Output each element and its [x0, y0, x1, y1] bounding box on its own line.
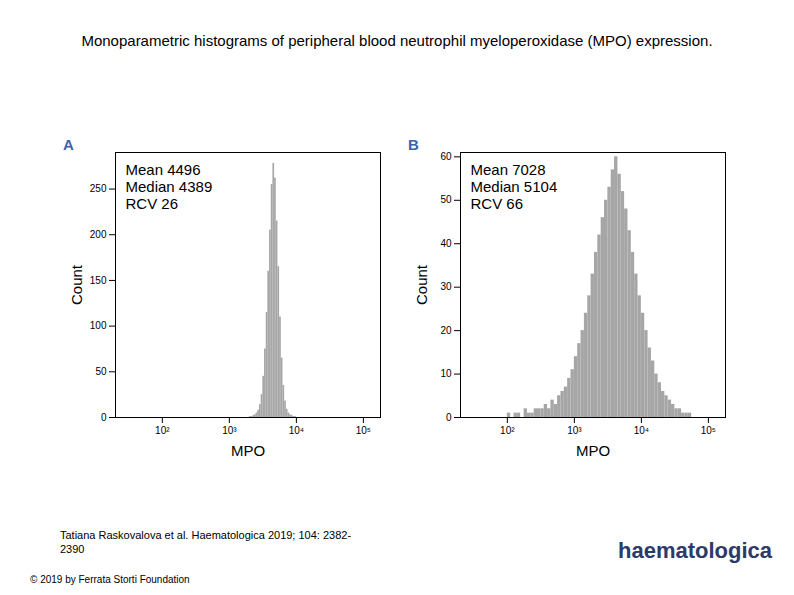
html-text:B: B [408, 136, 419, 153]
svg-text:20: 20 [440, 325, 452, 336]
html-text:Tatiana Raskovalova et al. Hae: Tatiana Raskovalova et al. Haematologica… [60, 529, 352, 556]
svg-text:10³: 10³ [222, 425, 237, 436]
svg-text:10: 10 [440, 368, 452, 379]
html-text:haematologica: haematologica [618, 538, 772, 563]
svg-text:40: 40 [440, 238, 452, 249]
svg-text:10⁵: 10⁵ [356, 425, 371, 436]
html-text:Monoparametric histograms of p: Monoparametric histograms of peripheral … [81, 32, 713, 49]
svg-text:10²: 10² [155, 425, 170, 436]
svg-text:Count: Count [413, 264, 430, 305]
svg-text:0: 0 [446, 412, 452, 423]
html-text:© 2019 by Ferrata Storti Found: © 2019 by Ferrata Storti Foundation [30, 574, 190, 585]
svg-text:50: 50 [440, 194, 452, 205]
svg-text:MPO: MPO [231, 442, 265, 459]
html-text:A: A [63, 136, 74, 153]
svg-text:0: 0 [101, 412, 107, 423]
svg-text:10²: 10² [500, 425, 515, 436]
svg-text:150: 150 [90, 275, 107, 286]
svg-text:10⁴: 10⁴ [634, 425, 649, 436]
svg-text:Mean 7028Median 5104RCV 66: Mean 7028Median 5104RCV 66 [471, 161, 558, 213]
svg-text:10⁴: 10⁴ [289, 425, 304, 436]
svg-text:Mean 4496Median 4389RCV 26: Mean 4496Median 4389RCV 26 [126, 161, 213, 213]
svg-text:200: 200 [90, 229, 107, 240]
svg-text:50: 50 [95, 366, 107, 377]
svg-text:60: 60 [440, 151, 452, 162]
svg-text:30: 30 [440, 281, 452, 292]
svg-text:Count: Count [68, 264, 85, 305]
svg-text:100: 100 [90, 320, 107, 331]
svg-text:MPO: MPO [576, 442, 610, 459]
svg-text:10⁵: 10⁵ [701, 425, 716, 436]
svg-text:10³: 10³ [567, 425, 582, 436]
svg-text:250: 250 [90, 183, 107, 194]
